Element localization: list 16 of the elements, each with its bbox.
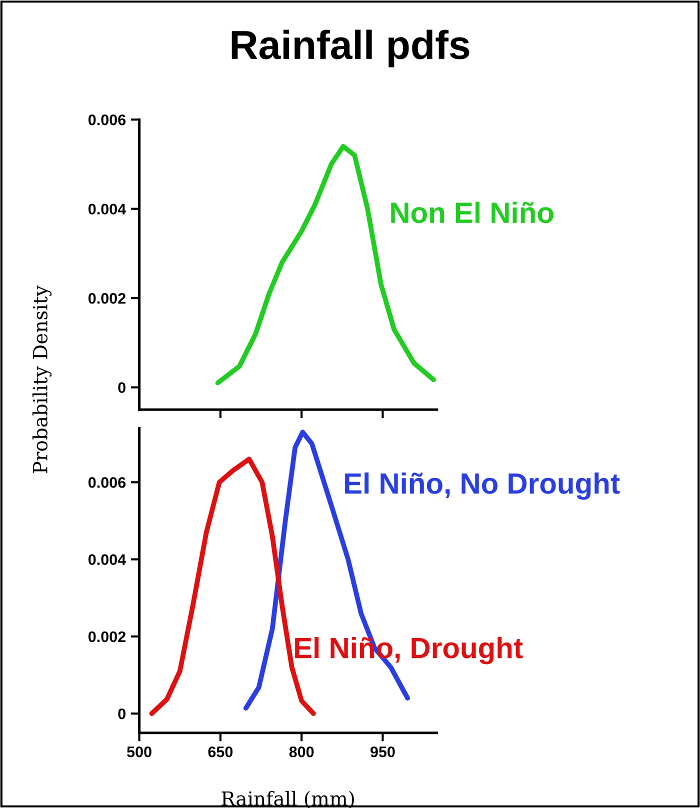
y-tick-label: 0.004 (88, 554, 126, 566)
chart-title: Rainfall pdfs (232, 30, 470, 68)
y-axis-title: Probability Density (32, 285, 52, 474)
y-tick-label: 0.002 (88, 631, 126, 642)
y-tick-label: 0 (118, 708, 126, 720)
y-tick-label: 0.006 (88, 477, 126, 488)
x-tick-label: 950 (370, 746, 395, 758)
x-tick-label: 650 (208, 746, 233, 758)
series-label: Non El Niño (391, 202, 554, 224)
y-tick-label: 0 (118, 382, 126, 394)
x-tick-label: 800 (289, 746, 314, 758)
y-tick-label: 0.004 (88, 204, 126, 215)
x-tick-label: 500 (127, 746, 152, 758)
y-tick-label: 0.002 (88, 292, 126, 304)
series-label: El Niño, No Drought (345, 472, 620, 500)
y-tick-label: 0.006 (88, 114, 126, 126)
